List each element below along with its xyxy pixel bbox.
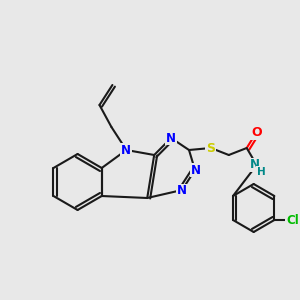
Text: N: N [191, 164, 201, 176]
Text: H: H [257, 167, 266, 177]
Text: N: N [166, 131, 176, 145]
Text: N: N [121, 143, 131, 157]
Text: N: N [250, 158, 260, 172]
Text: S: S [206, 142, 215, 154]
Text: N: N [177, 184, 187, 197]
Text: Cl: Cl [286, 214, 298, 226]
Text: O: O [251, 125, 262, 139]
